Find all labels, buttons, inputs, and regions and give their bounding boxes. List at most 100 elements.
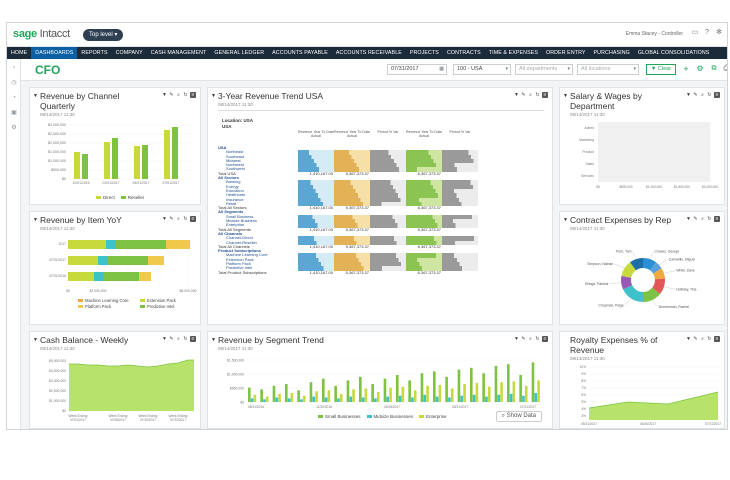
collapse-icon[interactable]: ▼ [211, 337, 216, 343]
donut-slice[interactable] [650, 262, 662, 274]
bar-enterprise[interactable] [315, 391, 318, 402]
bar-platform[interactable] [116, 240, 166, 249]
bar-small-business[interactable] [470, 367, 473, 402]
refresh-icon[interactable]: ↻ [183, 216, 188, 222]
table-row[interactable]: Northeast [218, 150, 548, 155]
bar-extension[interactable] [94, 272, 103, 281]
bar-small-business[interactable] [531, 362, 535, 402]
nav-item-projects[interactable]: PROJECTS [409, 50, 439, 56]
bar-small-business[interactable] [519, 375, 522, 402]
donut-slice[interactable] [652, 278, 665, 295]
bar-midsize-business[interactable] [324, 397, 328, 403]
menu-icon[interactable]: ≡ [714, 336, 720, 342]
nav-item-time-expenses[interactable]: TIME & EXPENSES [488, 50, 538, 56]
cash-area[interactable] [69, 360, 194, 411]
bar-enterprise[interactable] [463, 384, 466, 402]
bar-direct[interactable] [74, 152, 80, 179]
bar-machine-learning[interactable] [68, 256, 98, 265]
nav-item-home[interactable]: HOME [11, 50, 28, 56]
bar-enterprise[interactable] [475, 383, 479, 402]
search-icon[interactable]: ⌕ [701, 92, 704, 98]
bar-midsize-business[interactable] [361, 397, 365, 403]
table-row[interactable]: Extension Pack [218, 257, 548, 263]
bar-small-business[interactable] [420, 373, 424, 402]
table-row[interactable]: Northwest [218, 163, 548, 168]
nav-item-accounts-receivable[interactable]: ACCOUNTS RECEIVABLE [335, 50, 402, 56]
bar-midsize-business[interactable] [275, 397, 279, 403]
bar-small-business[interactable] [346, 380, 350, 402]
menu-icon[interactable]: ≡ [714, 216, 720, 222]
bar-midsize-business[interactable] [460, 395, 464, 402]
bar-small-business[interactable] [507, 364, 510, 402]
nav-item-purchasing[interactable]: PURCHASING [593, 50, 630, 56]
nav-item-contracts[interactable]: CONTRACTS [446, 50, 481, 56]
nav-item-cash-management[interactable]: CASH MANAGEMENT [150, 50, 207, 56]
legend-item[interactable]: Midsize Businesses [366, 414, 413, 419]
edit-icon[interactable]: ✎ [693, 336, 698, 342]
bar-enterprise[interactable] [512, 381, 516, 402]
bar-small-business[interactable] [494, 366, 498, 402]
table-row[interactable]: Midsize Business [218, 219, 548, 224]
show-data-button[interactable]: ⌕ Show Data [495, 411, 542, 422]
donut-slice[interactable] [643, 287, 660, 302]
bar-midsize-business[interactable] [337, 398, 340, 402]
collapse-icon[interactable]: ▼ [563, 93, 568, 99]
bar-reseller[interactable] [172, 127, 178, 179]
bar-machine-learning[interactable] [68, 272, 94, 281]
menu-icon[interactable]: ≡ [542, 336, 548, 342]
bar-midsize-business[interactable] [423, 394, 427, 402]
menu-icon[interactable]: ≡ [714, 92, 720, 98]
filter-icon[interactable]: ▼ [514, 336, 519, 342]
bar-small-business[interactable] [371, 384, 374, 402]
table-row[interactable]: Enterprise [218, 223, 548, 228]
collapse-icon[interactable]: ▼ [33, 217, 38, 223]
bar-midsize-business[interactable] [398, 395, 402, 402]
entity-select[interactable]: 100 - USA ▾ [453, 64, 511, 75]
nav-item-general-ledger[interactable]: GENERAL LEDGER [214, 50, 265, 56]
donut-slice[interactable] [621, 275, 633, 290]
bar-platform[interactable] [108, 256, 148, 265]
edit-icon[interactable]: ✎ [169, 216, 174, 222]
bar-extension[interactable] [98, 256, 108, 265]
donut-slice[interactable] [621, 262, 636, 278]
bar-direct[interactable] [134, 146, 140, 179]
royalty-area[interactable] [589, 392, 718, 420]
bar-machine-learning[interactable] [68, 240, 106, 249]
refresh-icon[interactable]: ↻ [183, 336, 188, 342]
nav-item-global-consolidations[interactable]: GLOBAL CONSOLIDATIONS [637, 50, 710, 56]
filter-icon[interactable]: ▼ [686, 216, 691, 222]
monitor-icon[interactable]: ▣ [11, 110, 17, 116]
print-icon[interactable]: ⎙ [721, 63, 727, 75]
bar-enterprise[interactable] [290, 393, 294, 402]
nav-item-dashboards[interactable]: DASHBOARDS [31, 47, 78, 59]
clock-icon[interactable]: ◔ [12, 95, 16, 101]
nav-item-reports[interactable]: REPORTS [81, 50, 108, 56]
table-row[interactable]: Machine Learning Core [218, 253, 548, 258]
bar-small-business[interactable] [272, 385, 276, 402]
table-row[interactable]: Channel-Direct [218, 236, 548, 241]
bar-enterprise[interactable] [450, 388, 454, 403]
expand-icon[interactable]: › [13, 65, 15, 71]
bar-midsize-business[interactable] [522, 395, 525, 402]
bar-predictive[interactable] [148, 256, 164, 265]
bar-extension[interactable] [106, 240, 116, 249]
legend-item[interactable]: Platform Pack [78, 304, 136, 310]
legend-item[interactable]: Enterprise [419, 414, 447, 419]
bar-enterprise[interactable] [413, 390, 417, 402]
bar-small-business[interactable] [309, 382, 313, 402]
copy-icon[interactable]: ⧉ [711, 65, 717, 72]
legend-item[interactable]: Predictive Intel [140, 304, 174, 310]
bar-midsize-business[interactable] [411, 397, 414, 403]
edit-icon[interactable]: ✎ [521, 92, 526, 98]
bar-small-business[interactable] [248, 387, 251, 402]
table-row[interactable]: Southeast [218, 154, 548, 159]
table-row[interactable]: Southwest [218, 167, 548, 172]
bar-enterprise[interactable] [537, 380, 540, 402]
bar-reseller[interactable] [142, 145, 148, 179]
bar-enterprise[interactable] [302, 395, 306, 402]
bar-reseller[interactable] [112, 138, 118, 179]
refresh-icon[interactable]: ↻ [707, 336, 712, 342]
bar-midsize-business[interactable] [448, 397, 451, 403]
table-row[interactable]: Insurance [218, 197, 548, 202]
refresh-icon[interactable]: ↻ [183, 92, 188, 98]
